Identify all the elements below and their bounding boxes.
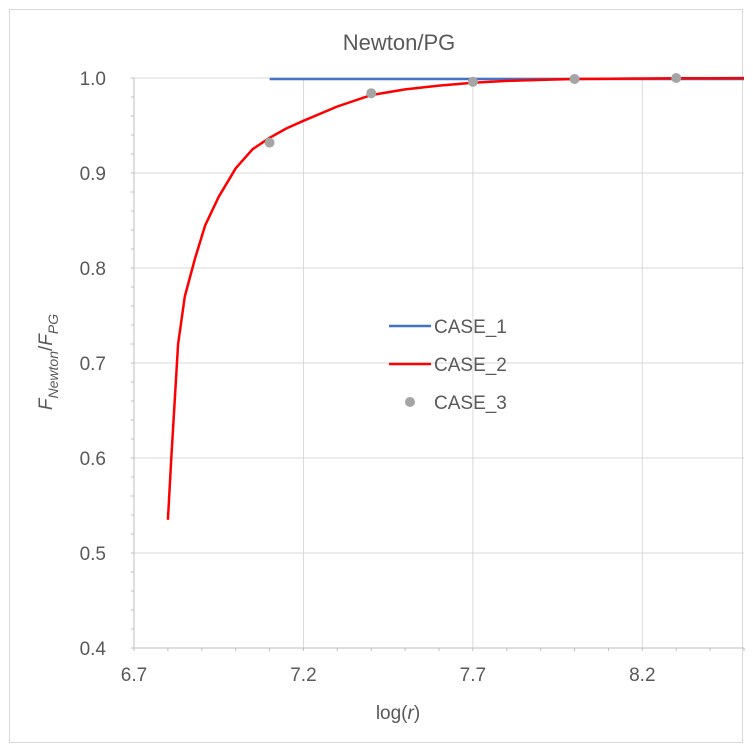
x-tick-label: 7.2: [290, 665, 316, 686]
series-case-2-line: [166, 76, 745, 520]
series-case-3-point: [366, 88, 377, 99]
axes: [131, 77, 745, 651]
series-case-3-point: [671, 73, 682, 83]
legend-case-3-swatch: [405, 397, 415, 407]
y-tick-label: 0.7: [80, 354, 106, 375]
chart-title: Newton/PG: [343, 30, 456, 55]
chart-area: [9, 9, 743, 743]
y-tick-label: 0.5: [80, 544, 106, 565]
x-axis-label: log(r): [376, 703, 420, 724]
y-tick-label: 0.9: [80, 164, 106, 185]
legend-case-3-label: CASE_3: [434, 393, 507, 414]
y-tick-label: 0.8: [80, 259, 106, 280]
legend-case-2-label: CASE_2: [434, 355, 507, 376]
x-tick-label: 7.7: [460, 665, 486, 686]
x-tick-labels: 6.7 7.2 7.7 8.2: [121, 665, 656, 686]
legend-case-1-label: CASE_1: [434, 317, 507, 338]
y-axis-label: FNewton/FPG: [36, 314, 61, 410]
y-tick-label: 0.6: [80, 449, 106, 470]
series-case-3-point: [569, 73, 580, 84]
plot-area: [166, 73, 745, 520]
legend: CASE_1 CASE_2 CASE_3: [389, 317, 507, 414]
series-case-3-point: [264, 137, 275, 148]
series-case-3-point: [467, 76, 478, 87]
x-tick-label: 6.7: [121, 665, 147, 686]
y-tick-label: 1.0: [80, 69, 106, 90]
x-tick-label: 8.2: [629, 665, 655, 686]
y-tick-labels: 0.4 0.5 0.6 0.7 0.8 0.9 1.0: [80, 69, 107, 660]
y-tick-label: 0.4: [80, 639, 107, 660]
